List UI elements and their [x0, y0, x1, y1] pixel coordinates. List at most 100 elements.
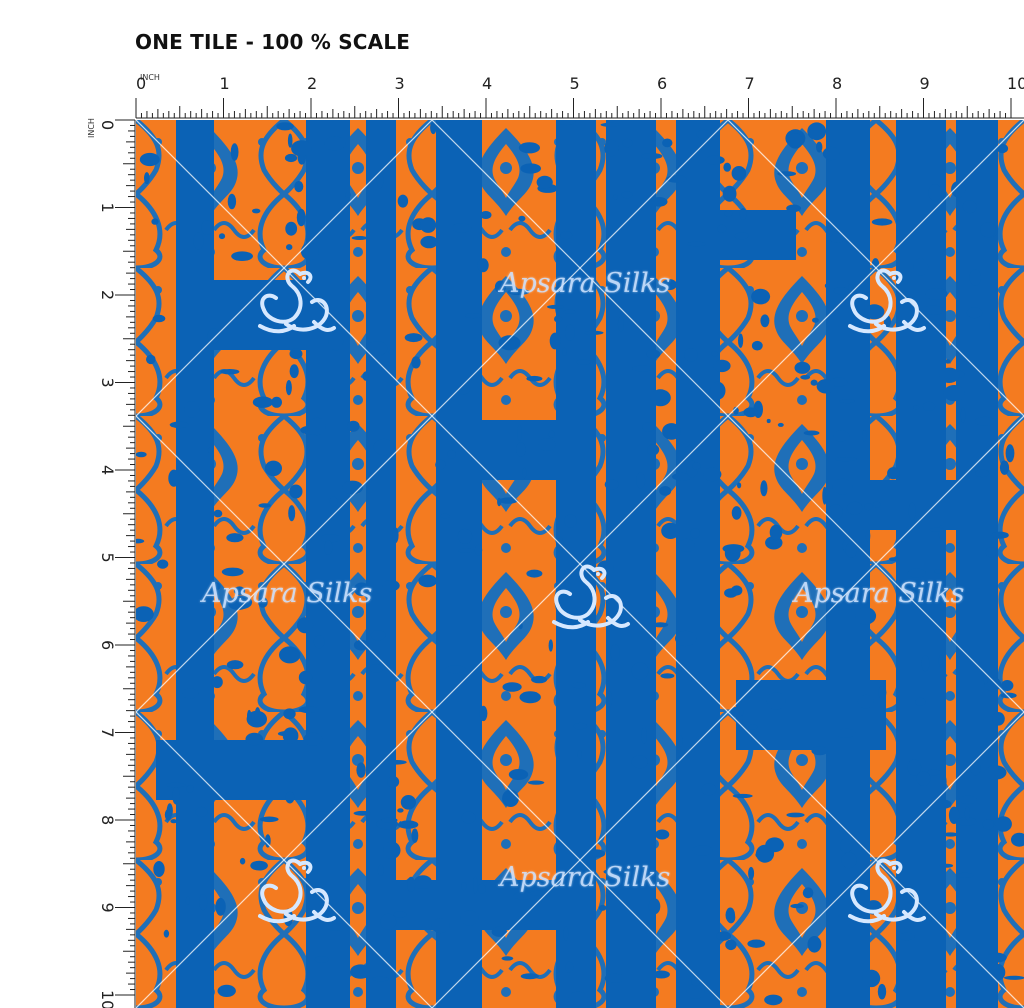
distress-splatter [684, 348, 698, 362]
distress-splatter [199, 894, 208, 911]
watermark-line [431, 415, 1024, 1008]
distress-splatter [538, 438, 556, 451]
distress-splatter [258, 597, 268, 608]
distress-splatter [287, 133, 293, 148]
distress-splatter [548, 430, 555, 438]
distress-splatter [929, 527, 945, 532]
distress-splatter [872, 501, 881, 508]
distress-splatter [276, 122, 294, 131]
distress-splatter [687, 970, 696, 977]
distress-splatter [252, 396, 273, 408]
distress-splatter [151, 218, 159, 225]
distress-splatter [790, 903, 804, 909]
distress-splatter [794, 361, 811, 374]
distress-splatter [498, 335, 521, 351]
distress-splatter [520, 163, 541, 174]
distress-splatter [610, 644, 620, 661]
distress-splatter [252, 208, 261, 214]
distress-splatter [982, 819, 994, 830]
ruler-label-left: 6 [98, 640, 117, 650]
distress-splatter [835, 728, 856, 738]
distress-splatter [152, 314, 166, 323]
distress-splatter [356, 762, 366, 778]
pattern-bar [436, 120, 482, 1008]
distress-splatter [383, 841, 401, 859]
distress-splatter [660, 673, 675, 679]
distress-splatter [328, 332, 344, 351]
distress-splatter [193, 232, 204, 250]
distress-splatter [258, 503, 271, 508]
distress-splatter [480, 211, 492, 219]
distress-splatter [662, 423, 681, 440]
distress-splatter [207, 447, 213, 454]
distress-splatter [984, 677, 1002, 692]
distress-splatter [966, 307, 983, 319]
ruler-label-top: 0 [136, 74, 146, 93]
distress-splatter [887, 467, 900, 480]
distress-splatter [502, 789, 519, 807]
distress-splatter [652, 622, 669, 628]
distress-splatter [848, 284, 854, 292]
distress-splatter [518, 142, 540, 154]
distress-splatter [692, 462, 701, 470]
distress-splatter [227, 193, 237, 210]
distress-splatter [710, 381, 726, 400]
distress-splatter [999, 460, 1010, 475]
distress-splatter [370, 630, 386, 641]
distress-splatter [508, 496, 515, 502]
distress-splatter [824, 283, 830, 289]
distress-splatter [557, 536, 564, 554]
ruler-label-top: 9 [920, 74, 930, 93]
distress-splatter [284, 153, 298, 163]
distress-splatter [717, 224, 727, 233]
distress-splatter [286, 244, 293, 251]
distress-splatter [388, 348, 394, 355]
distress-splatter [517, 424, 522, 441]
pattern-bar [556, 120, 596, 1008]
watermark-line [727, 711, 1024, 1008]
distress-splatter [567, 991, 589, 1008]
distress-splatter [230, 143, 239, 161]
distress-splatter [678, 538, 695, 552]
ruler-label-left: 1 [98, 203, 117, 213]
distress-splatter [975, 469, 990, 478]
distress-splatter [651, 197, 668, 207]
distress-splatter [939, 863, 954, 868]
distress-splatter [659, 486, 672, 496]
distress-splatter [350, 964, 371, 979]
distress-splatter [464, 313, 482, 319]
distress-splatter [531, 675, 548, 684]
ruler-label-top: 2 [307, 74, 317, 93]
distress-splatter [324, 136, 346, 151]
distress-splatter [650, 389, 671, 407]
distress-splatter [201, 220, 213, 235]
distress-splatter [751, 340, 763, 351]
distress-splatter [186, 785, 194, 793]
distress-splatter [703, 467, 722, 482]
distress-splatter [259, 816, 279, 823]
distress-splatter [516, 442, 526, 457]
damask-pattern [136, 120, 1024, 1008]
distress-splatter [285, 221, 298, 236]
distress-splatter [435, 459, 446, 470]
distress-splatter [606, 691, 613, 709]
distress-splatter [705, 155, 725, 165]
distress-splatter [739, 208, 747, 220]
distress-splatter [414, 875, 432, 889]
distress-splatter [810, 379, 818, 386]
distress-splatter [934, 569, 943, 574]
distress-splatter [372, 976, 389, 982]
distress-splatter [163, 929, 170, 938]
distress-splatter [586, 849, 606, 858]
distress-splatter [392, 527, 399, 544]
ruler-label-top: 10 [1007, 74, 1024, 93]
distress-splatter [353, 639, 369, 651]
distress-splatter [207, 328, 220, 344]
distress-splatter [840, 838, 853, 853]
distress-splatter [279, 646, 301, 664]
distress-splatter [803, 430, 820, 436]
distress-splatter [777, 171, 797, 177]
distress-splatter [576, 359, 591, 365]
distress-splatter [345, 191, 351, 198]
distress-splatter [513, 891, 533, 900]
